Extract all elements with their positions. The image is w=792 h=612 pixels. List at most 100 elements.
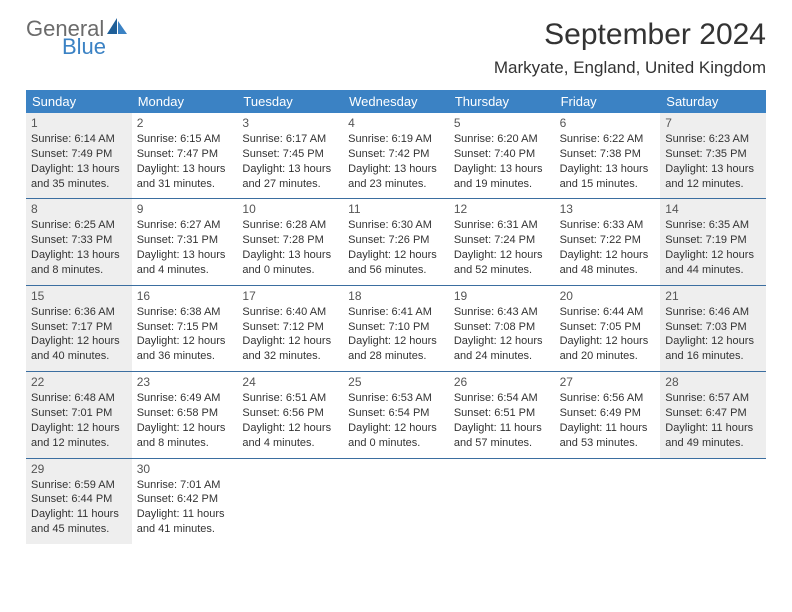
logo: General Blue [26, 18, 129, 58]
sunset-text: Sunset: 7:28 PM [242, 233, 338, 248]
sunrise-text: Sunrise: 6:44 AM [560, 305, 656, 320]
daylight-text-1: Daylight: 13 hours [348, 162, 444, 177]
daylight-text-2: and 0 minutes. [348, 436, 444, 451]
day-info: Sunrise: 6:43 AMSunset: 7:08 PMDaylight:… [454, 305, 550, 364]
day-info: Sunrise: 6:49 AMSunset: 6:58 PMDaylight:… [137, 391, 233, 450]
daylight-text-1: Daylight: 12 hours [665, 334, 761, 349]
daylight-text-2: and 48 minutes. [560, 263, 656, 278]
sunset-text: Sunset: 6:51 PM [454, 406, 550, 421]
location-text: Markyate, England, United Kingdom [494, 58, 766, 78]
day-number: 7 [665, 116, 761, 130]
daylight-text-2: and 35 minutes. [31, 177, 127, 192]
day-cell: 15 Sunrise: 6:36 AMSunset: 7:17 PMDayligh… [26, 286, 132, 371]
day-number: 27 [560, 375, 656, 389]
day-info: Sunrise: 6:36 AMSunset: 7:17 PMDaylight:… [31, 305, 127, 364]
sunrise-text: Sunrise: 6:43 AM [454, 305, 550, 320]
daylight-text-2: and 24 minutes. [454, 349, 550, 364]
sunset-text: Sunset: 6:44 PM [31, 492, 127, 507]
daylight-text-2: and 19 minutes. [454, 177, 550, 192]
day-number: 4 [348, 116, 444, 130]
calendar: SundayMondayTuesdayWednesdayThursdayFrid… [26, 90, 766, 544]
day-number: 2 [137, 116, 233, 130]
daylight-text-2: and 56 minutes. [348, 263, 444, 278]
day-cell: 23Sunrise: 6:49 AMSunset: 6:58 PMDayligh… [132, 372, 238, 457]
sunrise-text: Sunrise: 6:41 AM [348, 305, 444, 320]
day-info: Sunrise: 6:44 AMSunset: 7:05 PMDaylight:… [560, 305, 656, 364]
daylight-text-1: Daylight: 13 hours [31, 248, 127, 263]
daylight-text-2: and 49 minutes. [665, 436, 761, 451]
sunset-text: Sunset: 7:40 PM [454, 147, 550, 162]
day-number: 3 [242, 116, 338, 130]
sunset-text: Sunset: 6:54 PM [348, 406, 444, 421]
day-info: Sunrise: 6:57 AMSunset: 6:47 PMDaylight:… [665, 391, 761, 450]
weeks-container: 1 Sunrise: 6:14 AMSunset: 7:49 PMDaylight… [26, 113, 766, 544]
sunset-text: Sunset: 7:03 PM [665, 320, 761, 335]
daylight-text-2: and 32 minutes. [242, 349, 338, 364]
day-info: Sunrise: 6:14 AMSunset: 7:49 PMDaylight:… [31, 132, 127, 191]
day-number: 1 [31, 116, 127, 130]
daylight-text-2: and 57 minutes. [454, 436, 550, 451]
day-info: Sunrise: 6:15 AMSunset: 7:47 PMDaylight:… [137, 132, 233, 191]
sunrise-text: Sunrise: 6:54 AM [454, 391, 550, 406]
day-info: Sunrise: 6:48 AMSunset: 7:01 PMDaylight:… [31, 391, 127, 450]
day-cell: 22Sunrise: 6:48 AMSunset: 7:01 PMDayligh… [26, 372, 132, 457]
sunrise-text: Sunrise: 6:48 AM [31, 391, 127, 406]
day-number: 28 [665, 375, 761, 389]
daylight-text-2: and 0 minutes. [242, 263, 338, 278]
sunset-text: Sunset: 7:12 PM [242, 320, 338, 335]
daylight-text-2: and 40 minutes. [31, 349, 127, 364]
day-number: 24 [242, 375, 338, 389]
day-info: Sunrise: 6:25 AMSunset: 7:33 PMDaylight:… [31, 218, 127, 277]
day-cell: 6Sunrise: 6:22 AMSunset: 7:38 PMDaylight… [555, 113, 661, 198]
day-info: Sunrise: 6:28 AMSunset: 7:28 PMDaylight:… [242, 218, 338, 277]
day-cell: 12 Sunrise: 6:31 AMSunset: 7:24 PMDayligh… [449, 199, 555, 284]
daylight-text-2: and 12 minutes. [665, 177, 761, 192]
sunrise-text: Sunrise: 6:31 AM [454, 218, 550, 233]
day-number: 12 [454, 202, 550, 216]
daylight-text-1: Daylight: 12 hours [137, 421, 233, 436]
day-cell: 24 Sunrise: 6:51 AMSunset: 6:56 PMDayligh… [237, 372, 343, 457]
day-cell: 28 Sunrise: 6:57 AMSunset: 6:47 PMDayligh… [660, 372, 766, 457]
day-cell: 13Sunrise: 6:33 AMSunset: 7:22 PMDayligh… [555, 199, 661, 284]
day-number: 17 [242, 289, 338, 303]
day-info: Sunrise: 6:35 AMSunset: 7:19 PMDaylight:… [665, 218, 761, 277]
daylight-text-2: and 31 minutes. [137, 177, 233, 192]
sunrise-text: Sunrise: 6:28 AM [242, 218, 338, 233]
sunset-text: Sunset: 7:15 PM [137, 320, 233, 335]
day-info: Sunrise: 6:31 AMSunset: 7:24 PMDaylight:… [454, 218, 550, 277]
day-cell: 25Sunrise: 6:53 AMSunset: 6:54 PMDayligh… [343, 372, 449, 457]
daylight-text-2: and 36 minutes. [137, 349, 233, 364]
day-cell: 8Sunrise: 6:25 AMSunset: 7:33 PMDaylight… [26, 199, 132, 284]
day-info: Sunrise: 6:51 AMSunset: 6:56 PMDaylight:… [242, 391, 338, 450]
day-number: 15 [31, 289, 127, 303]
weekday-header: Wednesday [343, 90, 449, 113]
day-info: Sunrise: 6:20 AMSunset: 7:40 PMDaylight:… [454, 132, 550, 191]
daylight-text-1: Daylight: 12 hours [665, 248, 761, 263]
day-number: 6 [560, 116, 656, 130]
daylight-text-1: Daylight: 11 hours [665, 421, 761, 436]
page-header: General Blue September 2024 Markyate, En… [26, 18, 766, 78]
daylight-text-1: Daylight: 12 hours [31, 334, 127, 349]
day-cell: 21Sunrise: 6:46 AMSunset: 7:03 PMDayligh… [660, 286, 766, 371]
daylight-text-1: Daylight: 12 hours [348, 421, 444, 436]
daylight-text-1: Daylight: 12 hours [242, 421, 338, 436]
day-info: Sunrise: 6:46 AMSunset: 7:03 PMDaylight:… [665, 305, 761, 364]
daylight-text-2: and 45 minutes. [31, 522, 127, 537]
day-cell: 16Sunrise: 6:38 AMSunset: 7:15 PMDayligh… [132, 286, 238, 371]
sunset-text: Sunset: 7:01 PM [31, 406, 127, 421]
sunrise-text: Sunrise: 6:57 AM [665, 391, 761, 406]
sunrise-text: Sunrise: 6:25 AM [31, 218, 127, 233]
day-number: 14 [665, 202, 761, 216]
daylight-text-2: and 15 minutes. [560, 177, 656, 192]
sunset-text: Sunset: 7:45 PM [242, 147, 338, 162]
day-cell: 30Sunrise: 7:01 AMSunset: 6:42 PMDayligh… [132, 459, 238, 544]
daylight-text-2: and 16 minutes. [665, 349, 761, 364]
day-number: 5 [454, 116, 550, 130]
day-cell: 14 Sunrise: 6:35 AMSunset: 7:19 PMDayligh… [660, 199, 766, 284]
day-cell [555, 459, 661, 544]
day-info: Sunrise: 6:19 AMSunset: 7:42 PMDaylight:… [348, 132, 444, 191]
day-info: Sunrise: 6:30 AMSunset: 7:26 PMDaylight:… [348, 218, 444, 277]
day-info: Sunrise: 6:17 AMSunset: 7:45 PMDaylight:… [242, 132, 338, 191]
daylight-text-2: and 12 minutes. [31, 436, 127, 451]
day-number: 10 [242, 202, 338, 216]
